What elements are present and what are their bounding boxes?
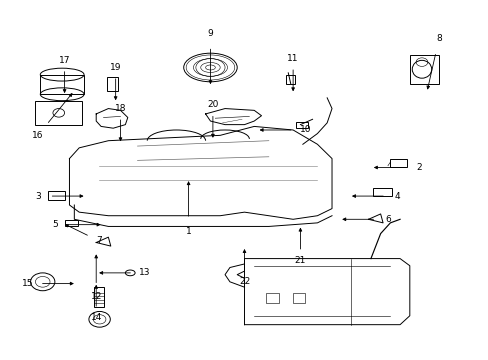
Text: 18: 18: [115, 104, 126, 113]
Text: 17: 17: [59, 56, 70, 65]
Text: 8: 8: [435, 35, 441, 44]
Text: 20: 20: [207, 100, 218, 109]
Text: 4: 4: [394, 192, 400, 201]
Text: 15: 15: [22, 279, 34, 288]
Text: 12: 12: [90, 292, 102, 301]
Text: 11: 11: [287, 54, 298, 63]
Text: 7: 7: [96, 236, 102, 245]
Text: 19: 19: [110, 63, 121, 72]
Text: 22: 22: [238, 277, 250, 286]
Text: 3: 3: [35, 192, 41, 201]
Text: 16: 16: [32, 131, 43, 140]
Text: 10: 10: [299, 126, 310, 135]
Text: 13: 13: [139, 268, 150, 277]
Text: 6: 6: [384, 215, 390, 224]
Text: 1: 1: [185, 227, 191, 236]
Text: 2: 2: [416, 163, 422, 172]
Text: 9: 9: [207, 29, 213, 38]
Text: 21: 21: [294, 256, 305, 265]
Text: 5: 5: [52, 220, 58, 229]
Text: 14: 14: [90, 313, 102, 322]
